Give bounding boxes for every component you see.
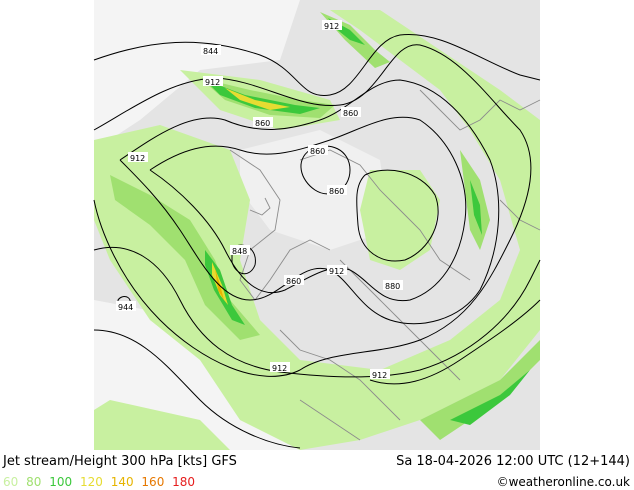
contour-label-848: 848 <box>232 247 247 256</box>
contour-label-844: 844 <box>203 47 218 56</box>
legend-80: 80 <box>26 475 42 489</box>
jet-120kt-core-north <box>225 88 290 110</box>
contour-label-912-top: 912 <box>324 22 339 31</box>
jet-stream-map: 912 844 912 860 860 860 912 860 848 860 … <box>93 0 541 450</box>
legend-120: 120 <box>79 475 103 489</box>
contour-label-912-c: 912 <box>329 267 344 276</box>
valid-time: Sa 18-04-2026 12:00 UTC (12+144) <box>396 454 630 469</box>
contour-label-860-a: 860 <box>255 119 270 128</box>
credit-link[interactable]: ©weatheronline.co.uk <box>496 475 630 489</box>
wind-speed-legend: 60 80 100 120 140 160 180 <box>3 475 199 489</box>
contour-label-860-c: 860 <box>310 147 325 156</box>
jet-140kt-core <box>215 268 224 300</box>
legend-100: 100 <box>49 475 73 489</box>
contour-label-912-a: 912 <box>205 78 220 87</box>
contour-label-912-left: 912 <box>130 154 145 163</box>
contour-label-944: 944 <box>118 303 133 312</box>
legend-180: 180 <box>172 475 196 489</box>
contour-label-860-e: 860 <box>286 277 301 286</box>
contour-label-880: 880 <box>385 282 400 291</box>
contour-label-860-d: 860 <box>329 187 344 196</box>
legend-60: 60 <box>3 475 19 489</box>
contour-label-860-b: 860 <box>343 109 358 118</box>
coastlines <box>229 89 541 441</box>
contour-label-912-br: 912 <box>372 371 387 380</box>
contour-labels: 912 844 912 860 860 860 912 860 848 860 … <box>116 20 403 380</box>
legend-140: 140 <box>110 475 134 489</box>
legend-160: 160 <box>141 475 165 489</box>
map-title: Jet stream/Height 300 hPa [kts] GFS <box>3 454 237 469</box>
ocean-pacific <box>94 0 300 150</box>
contour-label-912-bottom: 912 <box>272 364 287 373</box>
map-footer: Jet stream/Height 300 hPa [kts] GFS Sa 1… <box>0 450 634 490</box>
